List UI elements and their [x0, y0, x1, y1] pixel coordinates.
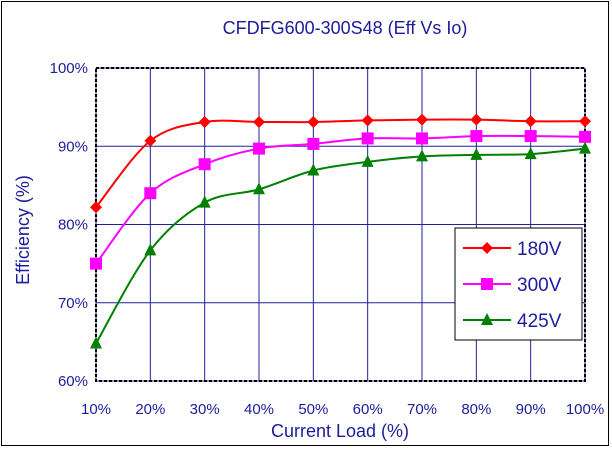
- legend-marker-180v: [481, 242, 493, 254]
- data-point-180v: [198, 115, 211, 128]
- data-point-180v: [579, 115, 591, 128]
- data-point-425v: [579, 141, 591, 154]
- data-point-300v: [579, 130, 591, 143]
- data-point-180v: [144, 134, 157, 147]
- y-axis-label: Efficiency (%): [13, 175, 33, 285]
- y-tick-label: 90%: [58, 138, 88, 155]
- y-tick-label: 100%: [50, 60, 88, 77]
- data-point-180v: [470, 113, 483, 126]
- x-tick-label: 20%: [135, 401, 165, 418]
- data-point-425v: [253, 182, 265, 195]
- chart-title: CFDFG600-300S48 (Eff Vs Io): [223, 18, 468, 38]
- data-point-425v: [524, 147, 537, 160]
- x-tick-label: 10%: [81, 401, 111, 418]
- x-tick-label: 30%: [190, 401, 220, 418]
- series-line-300v: [95, 134, 586, 265]
- x-tick-label: 100%: [566, 401, 604, 418]
- data-point-300v: [198, 158, 211, 171]
- data-point-300v: [524, 130, 537, 143]
- x-tick-label: 40%: [244, 401, 274, 418]
- data-point-300v: [144, 187, 157, 200]
- series-line-180v: [95, 118, 586, 208]
- x-axis-label: Current Load (%): [271, 421, 409, 441]
- data-point-425v: [361, 154, 374, 167]
- data-point-180v: [524, 115, 537, 128]
- series-line-425v: [95, 147, 586, 344]
- y-tick-label: 70%: [58, 295, 88, 312]
- data-point-180v: [361, 114, 374, 127]
- x-tick-label: 90%: [516, 401, 546, 418]
- data-point-180v: [416, 113, 428, 126]
- x-tick-label: 50%: [298, 401, 328, 418]
- data-point-180v: [90, 201, 102, 214]
- y-tick-label: 60%: [58, 373, 88, 390]
- data-point-425v: [416, 149, 428, 162]
- data-point-425v: [470, 147, 483, 160]
- legend-label-180v: 180V: [517, 239, 562, 260]
- plot-area: 60% 70% 80% 90% 100% 10% 20% 30% 40% 50% 60% 70% 80%…: [50, 60, 605, 418]
- legend-marker-425v: [481, 313, 493, 325]
- x-tick-label: 60%: [353, 401, 383, 418]
- data-point-300v: [416, 132, 428, 145]
- legend-label-425v: 425V: [517, 311, 562, 332]
- x-tick-label: 70%: [407, 401, 437, 418]
- data-point-180v: [307, 115, 320, 128]
- legend-marker-300v: [481, 278, 493, 290]
- legend-label-300v: 300V: [517, 275, 562, 296]
- plot-border: [95, 67, 586, 382]
- legend: 180V 300V 425V: [454, 227, 583, 341]
- data-point-425v: [198, 195, 211, 208]
- data-point-300v: [253, 142, 265, 155]
- data-point-425v: [307, 163, 320, 176]
- data-point-300v: [90, 257, 102, 270]
- data-point-300v: [470, 130, 483, 143]
- data-point-425v: [144, 243, 157, 256]
- y-tick-label: 80%: [58, 217, 88, 234]
- data-point-300v: [361, 132, 374, 145]
- data-point-300v: [307, 137, 320, 150]
- data-point-180v: [253, 115, 265, 128]
- x-tick-label: 80%: [461, 401, 491, 418]
- data-point-425v: [90, 336, 102, 349]
